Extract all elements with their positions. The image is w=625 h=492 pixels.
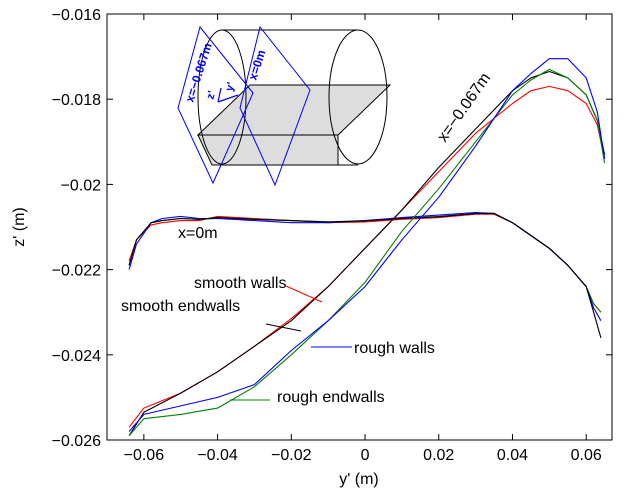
inset-schematic: x=−0.067m x=0m z' y' (177, 25, 392, 187)
x-tick-label: 0.02 (423, 447, 454, 464)
annotation-x0: x=0m (178, 225, 218, 242)
annotation-smooth-walls: smooth walls (194, 275, 286, 292)
y-tick-label: −0.022 (52, 263, 101, 280)
inset-y-label: y' (223, 81, 237, 93)
series-line-7 (128, 58, 606, 432)
annotation-rough-endwalls: rough endwalls (277, 389, 385, 406)
x-tick-label: 0.06 (571, 447, 602, 464)
leader-smooth-endwalls (265, 323, 302, 332)
y-tick-label: −0.016 (52, 7, 101, 24)
series-line-6 (128, 68, 606, 437)
y-axis-label: z' (m) (11, 207, 28, 246)
ticks-layer: −0.06 −0.04 −0.02 0 0.02 0.04 0.06 −0.026 −0.024… (52, 7, 612, 464)
x-tick-label: −0.06 (124, 447, 165, 464)
x-tick-label: 0.04 (497, 447, 528, 464)
y-tick-label: −0.026 (52, 433, 101, 450)
x-tick-label: −0.02 (271, 447, 312, 464)
annotation-rough-walls: rough walls (354, 340, 435, 357)
inset-plane-x0 (239, 25, 311, 187)
inset-plane-x-m067 (177, 25, 254, 185)
inset-z-label: z' (204, 89, 218, 101)
x-tick-label: −0.04 (197, 447, 238, 464)
inset-cylinder-right-end (328, 29, 388, 165)
inset-box-front (197, 134, 339, 166)
inset-z-arrow (217, 87, 222, 103)
inset-cylinder-left-end (197, 29, 247, 165)
y-tick-label: −0.018 (52, 92, 101, 109)
leader-smooth-walls (285, 285, 323, 303)
annotation-smooth-endwalls: smooth endwalls (121, 298, 240, 315)
series-line-3 (128, 212, 602, 338)
y-tick-label: −0.02 (61, 177, 102, 194)
inset-y-arrow (217, 94, 239, 103)
x-tick-label: 0 (361, 447, 370, 464)
plot-frame (106, 13, 613, 441)
x-axis-label: y' (m) (339, 471, 378, 488)
series-layer (128, 58, 606, 437)
y-tick-label: −0.024 (52, 348, 101, 365)
